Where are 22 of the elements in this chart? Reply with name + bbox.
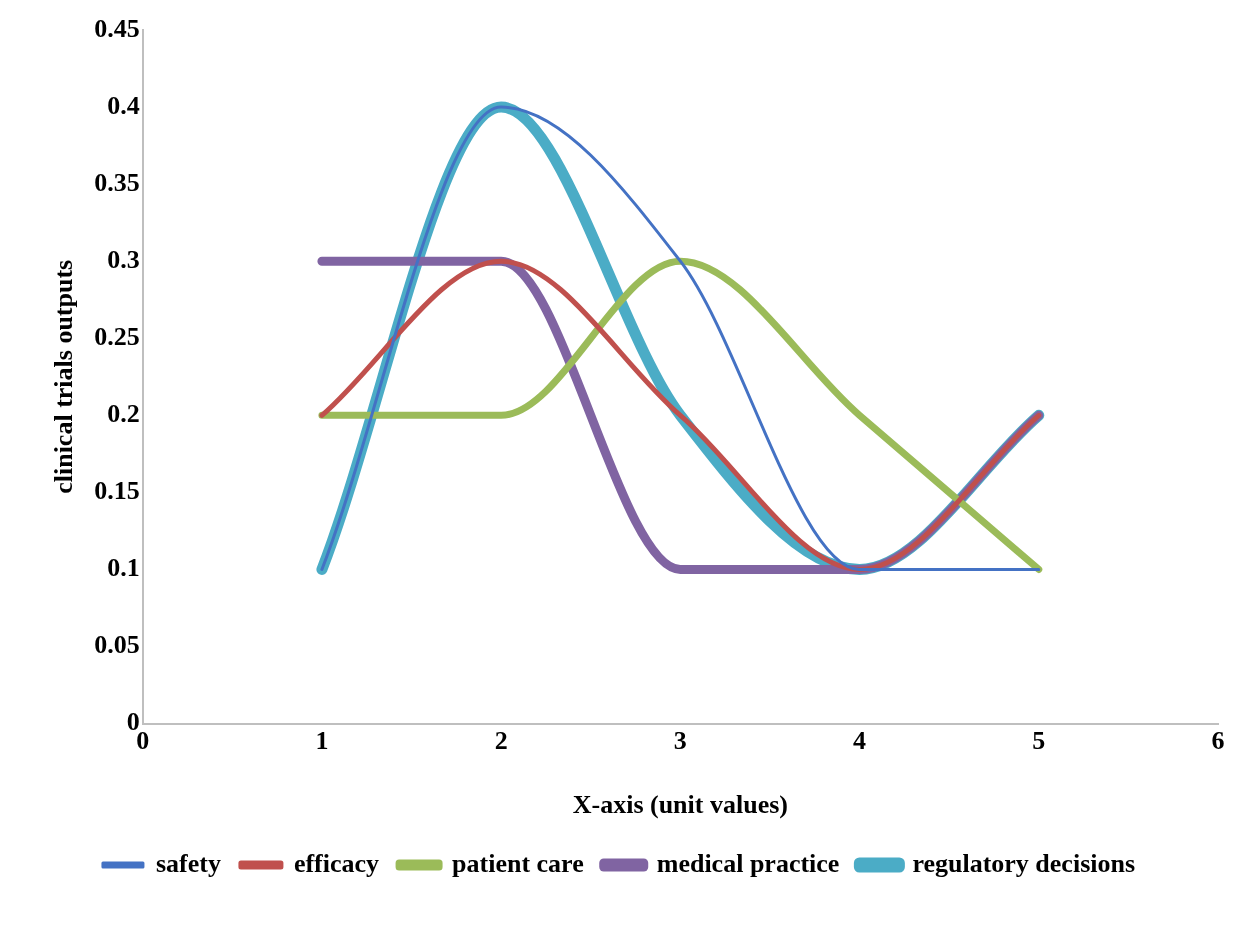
x-tick-label: 2 xyxy=(494,725,508,755)
legend-label: safety xyxy=(155,848,221,878)
y-tick-label: 0.2 xyxy=(107,399,140,429)
y-tick-label: 0.4 xyxy=(107,90,140,120)
legend-label: regulatory decisions xyxy=(912,848,1136,878)
y-tick-label: 0.25 xyxy=(94,321,140,351)
y-tick-label: 0.15 xyxy=(94,476,140,506)
x-tick-label: 6 xyxy=(1211,725,1225,755)
y-axis-title: clinical trials outputs xyxy=(49,259,79,494)
x-tick-label: 5 xyxy=(1032,725,1046,755)
y-tick-label: 0.1 xyxy=(107,553,140,583)
y-tick-label: 0.05 xyxy=(94,630,140,660)
y-tick-label: 0.3 xyxy=(107,244,140,274)
legend-label: efficacy xyxy=(293,848,380,878)
x-tick-label: 3 xyxy=(673,725,687,755)
x-tick-label: 4 xyxy=(853,725,867,755)
legend-label: patient care xyxy=(452,848,584,878)
legend-label: medical practice xyxy=(656,848,840,878)
y-tick-label: 0.35 xyxy=(94,167,140,197)
x-axis-title: X-axis (unit values) xyxy=(572,790,788,820)
y-tick-label: 0.45 xyxy=(94,13,140,43)
x-tick-label: 1 xyxy=(315,725,329,755)
